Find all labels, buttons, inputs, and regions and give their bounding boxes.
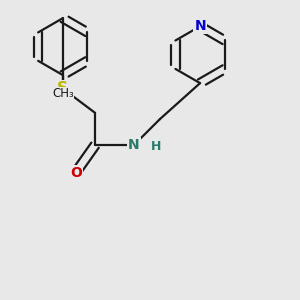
Text: H: H	[151, 140, 161, 153]
Text: O: O	[70, 166, 82, 180]
Text: S: S	[57, 81, 68, 96]
Text: N: N	[194, 19, 206, 33]
Text: CH₃: CH₃	[52, 87, 74, 100]
Text: N: N	[128, 138, 140, 152]
